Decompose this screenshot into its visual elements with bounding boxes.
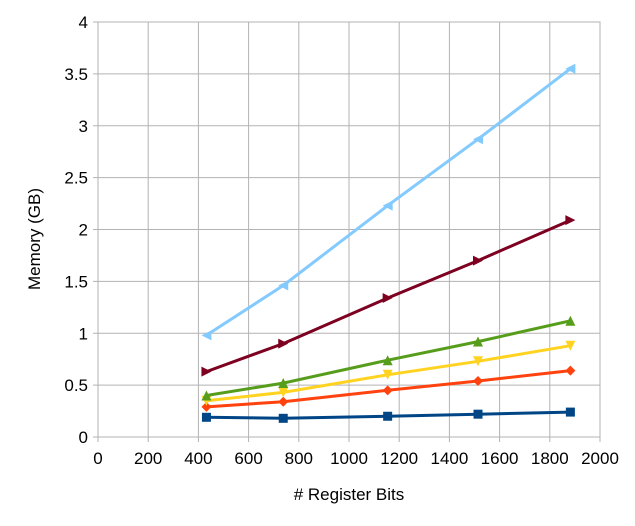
series-4-point: [201, 390, 212, 401]
series-5-point: [278, 338, 289, 349]
series-3-point: [382, 369, 393, 380]
series-2-point: [565, 365, 576, 376]
x-tick-label: 200: [134, 449, 162, 468]
series-2-point: [473, 375, 484, 386]
series-3-point: [278, 387, 289, 398]
series-4: [201, 315, 576, 401]
y-tick-label: 0: [79, 428, 88, 447]
series-6-point: [201, 330, 212, 341]
x-tick-label: 1000: [330, 449, 368, 468]
series-6-point: [565, 63, 576, 74]
x-tick-label: 1800: [531, 449, 569, 468]
series-5: [201, 215, 576, 377]
series-2: [201, 365, 576, 412]
series-1-point: [383, 411, 393, 421]
x-tick-labels: 0 200 400 600 800 1000 1200 1400 1600 1800 2000: [93, 449, 619, 468]
series-1: [201, 407, 575, 423]
x-tick-label: 400: [184, 449, 212, 468]
x-tick-label: 1400: [430, 449, 468, 468]
series-6-point: [473, 134, 484, 145]
series-4-point: [382, 355, 393, 366]
y-tick-labels: 0 0.5 1 1.5 2 2.5 3 3.5 4: [64, 13, 88, 447]
x-axis-title: # Register Bits: [294, 485, 405, 504]
y-tick-label: 2.5: [64, 169, 88, 188]
x-tick-label: 1600: [481, 449, 519, 468]
series-3-point: [473, 356, 484, 367]
y-tick-label: 2: [79, 221, 88, 240]
series-3: [201, 340, 576, 406]
series-1-point: [278, 413, 288, 423]
y-tick-label: 1.5: [64, 272, 88, 291]
y-tick-label: 4: [79, 13, 88, 32]
series-6: [201, 63, 576, 341]
series-5-point: [473, 255, 484, 266]
plot-area-border: [97, 21, 601, 438]
series-group: [201, 63, 576, 423]
y-tick-label: 3.5: [64, 65, 88, 84]
y-axis-title: Memory (GB): [25, 188, 44, 290]
y-tick-label: 3: [79, 117, 88, 136]
x-tick-label: 600: [234, 449, 262, 468]
series-6-point: [382, 200, 393, 211]
series-2-point: [201, 401, 212, 412]
series-1-point: [473, 409, 483, 419]
series-6-point: [278, 280, 289, 291]
x-tick-label: 2000: [581, 449, 619, 468]
series-5-point: [382, 292, 393, 303]
series-5-point: [201, 366, 212, 377]
x-tick-label: 800: [285, 449, 313, 468]
series-4-point: [278, 378, 289, 389]
series-4-point: [565, 315, 576, 326]
y-tick-label: 1: [79, 324, 88, 343]
x-tick-label: 1200: [380, 449, 418, 468]
series-6-line: [205, 67, 572, 337]
y-tick-label: 0.5: [64, 376, 88, 395]
series-4-point: [473, 336, 484, 347]
x-tick-label: 0: [93, 449, 102, 468]
series-2-point: [278, 396, 289, 407]
series-1-point: [565, 407, 575, 417]
axes: [93, 21, 601, 442]
series-3-point: [565, 340, 576, 351]
series-1-point: [201, 412, 211, 422]
series-5-point: [565, 215, 576, 226]
series-2-point: [382, 385, 393, 396]
gridlines: [97, 21, 601, 438]
